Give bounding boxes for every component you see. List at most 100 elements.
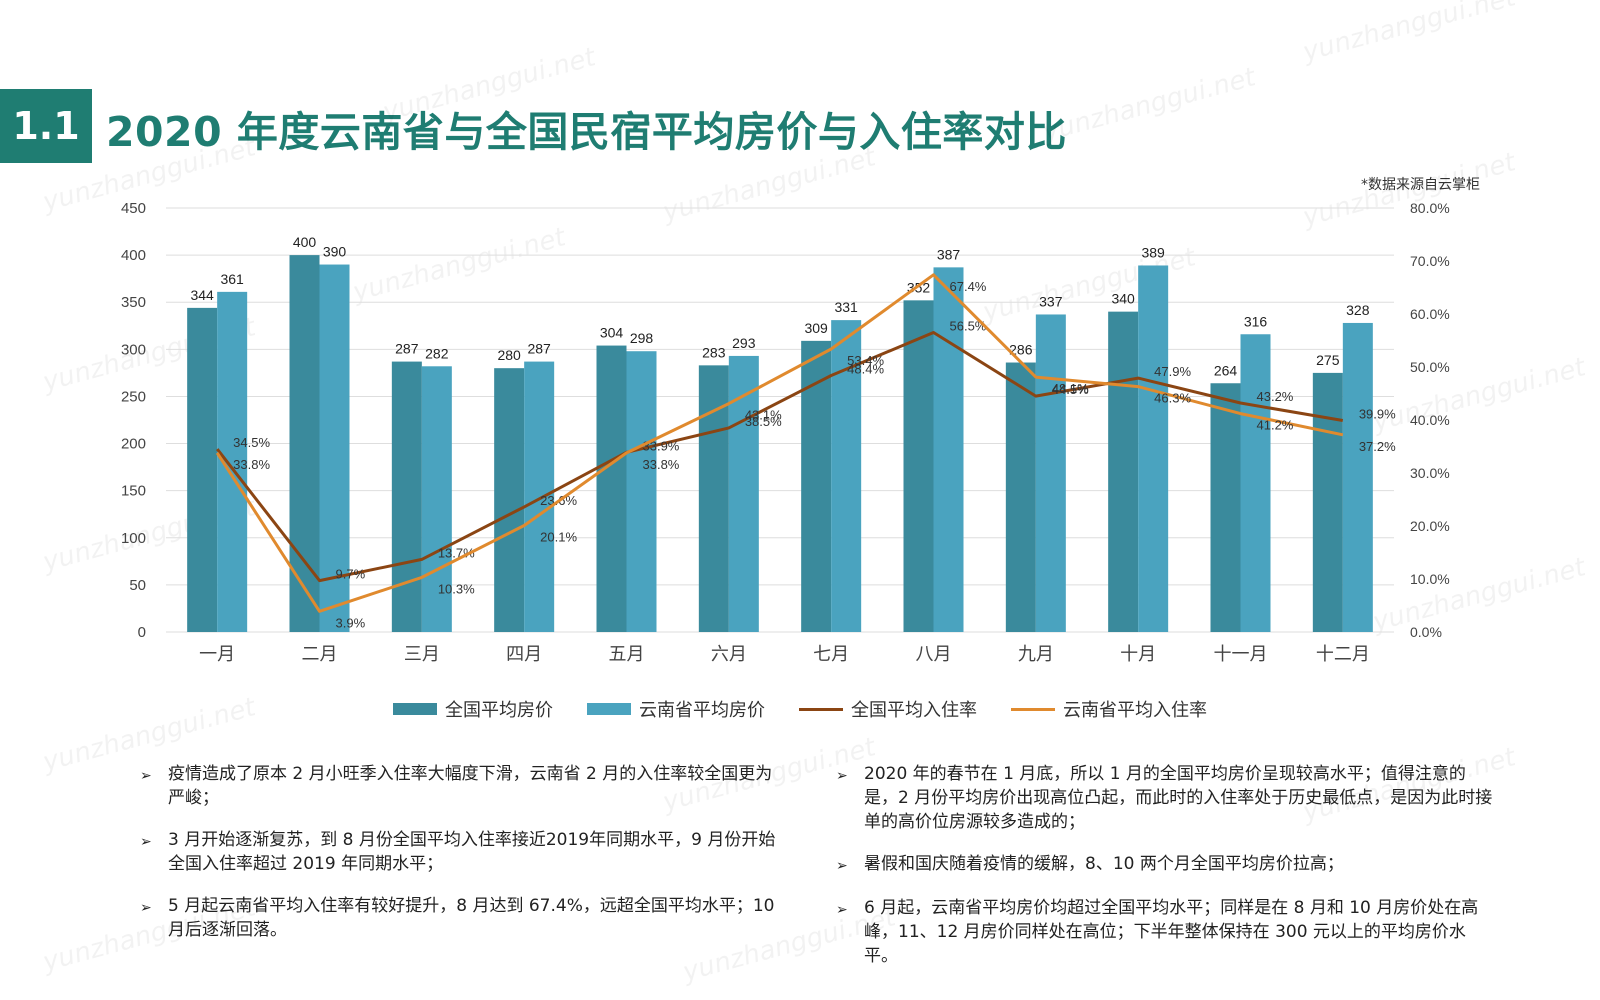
arrow-bullet-icon: ➢ — [836, 902, 848, 918]
line-value-label: 48.1% — [1052, 381, 1089, 396]
line-value-label: 9.7% — [336, 567, 366, 582]
line-value-label: 20.1% — [540, 529, 577, 544]
line-value-label: 56.5% — [950, 319, 987, 334]
page-title: 2020 年度云南省与全国民宿平均房价与入住率对比 — [106, 108, 1067, 156]
x-category-label: 四月 — [506, 644, 542, 665]
data-source-note: *数据来源自云掌柜 — [1361, 177, 1480, 193]
note-text: 6 月起，云南省平均房价均超过全国平均水平；同样是在 8 月和 10 月房价处在… — [864, 898, 1479, 966]
y-left-tick-label: 350 — [121, 294, 146, 311]
line-value-label: 37.2% — [1359, 439, 1396, 454]
note-text: 3 月开始逐渐复苏，到 8 月份全国平均入住率接近2019年同期水平，9 月份开… — [168, 830, 776, 874]
bar — [626, 351, 657, 632]
bar — [319, 264, 350, 632]
legend-swatch — [587, 703, 631, 715]
notes-right: ➢ 2020 年的春节在 1 月底，所以 1 月的全国平均房价呈现较高水平；值得… — [836, 762, 1496, 986]
y-left-tick-label: 150 — [121, 483, 146, 500]
y-left-tick-label: 400 — [121, 247, 146, 264]
legend-swatch — [1011, 707, 1055, 711]
bar-value-label: 387 — [937, 246, 961, 262]
x-category-label: 九月 — [1018, 644, 1054, 665]
line-value-label: 33.8% — [643, 457, 680, 472]
legend-item-national-occupancy: 全国平均入住率 — [799, 696, 977, 722]
line-value-label: 39.9% — [1359, 407, 1396, 422]
chart-legend: 全国平均房价 云南省平均房价 全国平均入住率 云南省平均入住率 — [0, 696, 1600, 722]
x-category-label: 八月 — [916, 644, 952, 665]
bar-value-label: 286 — [1009, 342, 1033, 358]
x-category-label: 三月 — [404, 644, 440, 665]
line-value-label: 43.1% — [745, 408, 782, 423]
note-item: ➢ 5 月起云南省平均入住率有较好提升，8 月达到 67.4%，远超全国平均水平… — [140, 894, 780, 942]
bar — [1108, 311, 1139, 632]
bar-value-label: 275 — [1316, 352, 1340, 368]
note-item: ➢ 6 月起，云南省平均房价均超过全国平均水平；同样是在 8 月和 10 月房价… — [836, 896, 1496, 968]
bar-value-label: 340 — [1111, 291, 1135, 307]
y-left-tick-label: 50 — [129, 577, 146, 594]
y-right-tick-label: 30.0% — [1410, 465, 1450, 481]
y-right-tick-label: 80.0% — [1410, 200, 1450, 216]
bar-value-label: 304 — [600, 325, 624, 341]
combo-chart: 0 50 100 150 200 250 300 350 400 450 0.0% 10.0% 20.0… — [121, 200, 1450, 665]
legend-label: 云南省平均入住率 — [1063, 700, 1207, 721]
bar — [494, 368, 525, 632]
y-left-tick-label: 0 — [138, 624, 146, 641]
bar-value-label: 264 — [1214, 362, 1238, 378]
arrow-bullet-icon: ➢ — [836, 768, 848, 784]
y-right-tick-label: 60.0% — [1410, 306, 1450, 322]
legend-item-national-price: 全国平均房价 — [393, 696, 553, 722]
occupancy-line — [215, 273, 1344, 613]
bar-value-label: 316 — [1244, 313, 1268, 329]
bar-value-label: 298 — [630, 330, 654, 346]
bar — [289, 255, 320, 632]
bar — [728, 355, 759, 632]
legend-label: 全国平均房价 — [445, 700, 553, 721]
bar-value-label: 328 — [1346, 302, 1370, 318]
bar — [187, 307, 218, 632]
y-right-tick-label: 70.0% — [1410, 253, 1450, 269]
bar-value-label: 293 — [732, 335, 756, 351]
line-value-label: 33.8% — [233, 457, 270, 472]
legend-label: 全国平均入住率 — [851, 700, 977, 721]
legend-label: 云南省平均房价 — [639, 700, 765, 721]
x-category-label: 十二月 — [1316, 644, 1370, 665]
note-item: ➢ 暑假和国庆随着疫情的缓解，8、10 两个月全国平均房价拉高； — [836, 852, 1496, 878]
bar — [596, 345, 627, 632]
bar-value-label: 390 — [323, 244, 347, 260]
bar — [1005, 362, 1036, 632]
note-item: ➢ 疫情造成了原本 2 月小旺季入住率大幅度下滑，云南省 2 月的入住率较全国更… — [140, 762, 780, 810]
line-value-label: 41.2% — [1257, 418, 1294, 433]
y-right-tick-label: 50.0% — [1410, 359, 1450, 375]
line-value-label: 34.5% — [233, 435, 270, 450]
bar — [903, 300, 934, 632]
bar — [1240, 334, 1271, 632]
y-left-tick-label: 300 — [121, 341, 146, 358]
bar — [1138, 265, 1169, 632]
section-number-badge: 1.1 — [0, 89, 92, 163]
x-category-label: 六月 — [711, 644, 747, 665]
legend-swatch — [393, 703, 437, 715]
y-left-tick-label: 200 — [121, 436, 146, 453]
y-right-tick-label: 0.0% — [1410, 624, 1442, 640]
bar — [1035, 314, 1066, 632]
bar-value-label: 287 — [527, 341, 551, 357]
bar-value-label: 361 — [220, 271, 244, 287]
note-text: 5 月起云南省平均入住率有较好提升，8 月达到 67.4%，远超全国平均水平；1… — [168, 896, 775, 940]
line-value-label: 43.2% — [1257, 389, 1294, 404]
line-value-label: 33.9% — [643, 438, 680, 453]
line-value-label: 48.4% — [847, 361, 884, 376]
bar-value-label: 400 — [293, 234, 317, 250]
bar-value-label: 287 — [395, 341, 419, 357]
bar-value-label: 389 — [1141, 244, 1165, 260]
line-value-label: 53.4% — [847, 353, 884, 368]
y-right-tick-label: 40.0% — [1410, 412, 1450, 428]
legend-item-yunnan-occupancy: 云南省平均入住率 — [1011, 696, 1207, 722]
bar-value-label: 337 — [1039, 293, 1063, 309]
bar-value-label: 344 — [190, 287, 214, 303]
arrow-bullet-icon: ➢ — [140, 834, 152, 850]
arrow-bullet-icon: ➢ — [140, 900, 152, 916]
x-category-label: 二月 — [302, 644, 338, 665]
note-text: 暑假和国庆随着疫情的缓解，8、10 两个月全国平均房价拉高； — [864, 854, 1344, 874]
bar-value-label: 309 — [804, 320, 828, 336]
line-value-label: 67.4% — [950, 279, 987, 294]
arrow-bullet-icon: ➢ — [836, 858, 848, 874]
bar — [421, 366, 452, 632]
